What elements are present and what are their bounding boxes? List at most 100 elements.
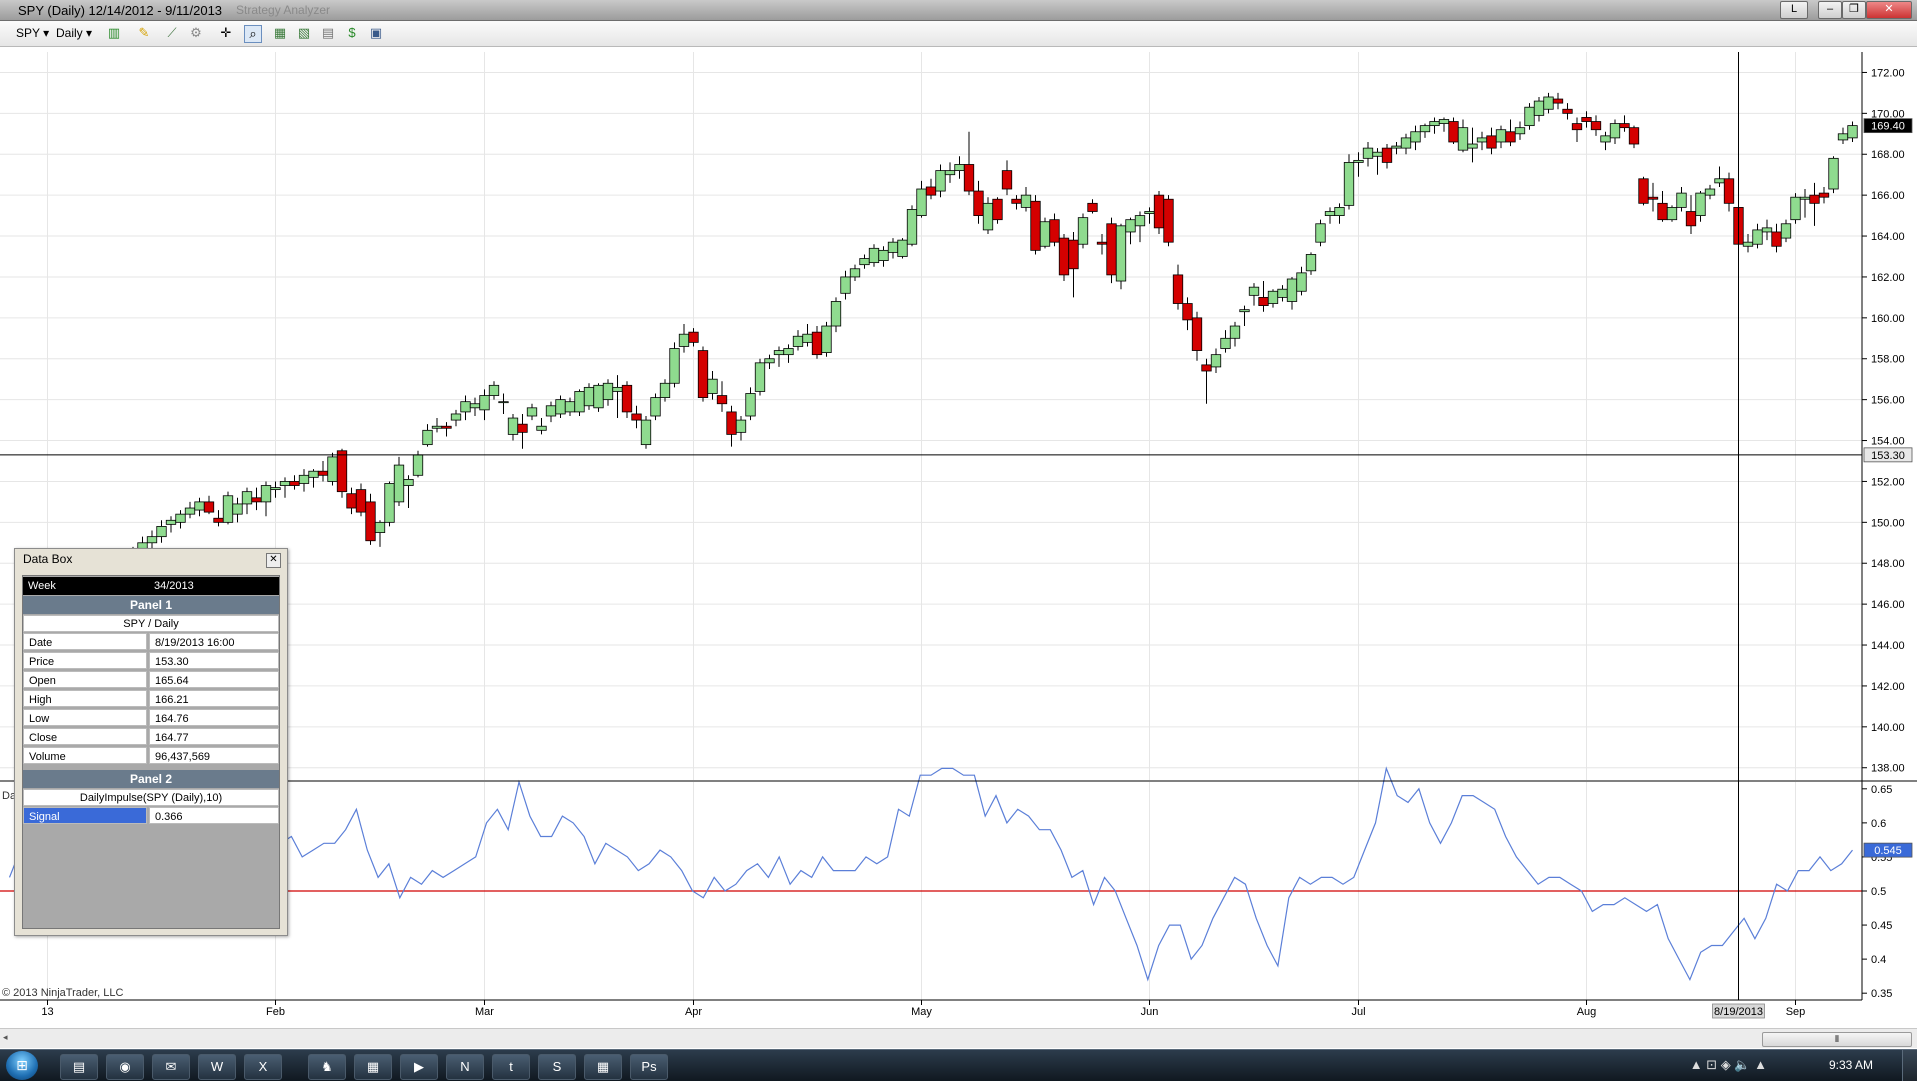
candle-body-up <box>1799 196 1811 200</box>
trading-icon[interactable]: ▦ <box>584 1054 622 1080</box>
twitter-icon[interactable]: t <box>492 1054 530 1080</box>
candle <box>1030 195 1041 255</box>
candle-body-down <box>973 190 984 216</box>
maximize-button[interactable]: ❐ <box>1842 1 1866 19</box>
outlook-icon[interactable]: ✉ <box>152 1054 190 1080</box>
candle-body-up <box>650 397 661 417</box>
price-tick-label: 164.00 <box>1871 231 1905 243</box>
media-icon[interactable]: ▶ <box>400 1054 438 1080</box>
excel-icon[interactable]: X <box>244 1054 282 1080</box>
strategies-icon[interactable]: ▤ <box>321 25 335 40</box>
explorer-icon[interactable]: ▤ <box>60 1054 98 1080</box>
scrollbar-thumb[interactable]: ⦀ <box>1762 1032 1912 1047</box>
candle-body-down <box>1011 198 1022 204</box>
candle-body-up <box>1429 121 1440 127</box>
drawing-tools-icon[interactable]: ⟋ <box>167 25 177 40</box>
interval-selector[interactable]: Daily ▾ <box>56 26 93 40</box>
candle <box>1315 219 1326 247</box>
bar-style-icon[interactable]: ▥ <box>107 25 121 40</box>
start-button[interactable]: ⊞ <box>6 1051 38 1080</box>
chart-trader-icon[interactable]: $ <box>348 25 356 40</box>
candle-body-up <box>327 456 338 482</box>
show-desktop-button[interactable] <box>1902 1050 1917 1081</box>
date-tick-label: May <box>911 1006 932 1018</box>
candle-body-up <box>897 239 908 257</box>
last-signal-label-box <box>1863 842 1913 858</box>
photoshop-icon[interactable]: Ps <box>630 1054 668 1080</box>
copyright-text: © 2013 NinjaTrader, LLC <box>2 987 124 999</box>
minimize-button[interactable]: – <box>1818 1 1842 19</box>
candle <box>1239 305 1250 327</box>
instrument-selector[interactable]: SPY ▾ <box>16 26 50 40</box>
candle-body-down <box>1818 192 1830 198</box>
week-label: Week <box>28 580 56 592</box>
candle-body-up <box>222 495 234 523</box>
word-icon[interactable]: W <box>198 1054 236 1080</box>
data-box-window[interactable]: Data Box ✕ Week 34/2013 Panel 1 SPY / Da… <box>14 548 288 936</box>
candle-body-up <box>783 348 794 356</box>
candle <box>175 510 186 529</box>
close-button[interactable]: ✕ <box>1866 1 1912 19</box>
crosshair-icon[interactable]: ✛ <box>220 25 232 40</box>
zoom-icon[interactable]: ⌕ <box>244 25 262 43</box>
price-tick-label: 146.00 <box>1871 599 1905 611</box>
data-row-label: Low <box>23 709 147 726</box>
candle-body-down <box>1087 202 1098 212</box>
week-value: 34/2013 <box>154 580 194 592</box>
last-price-label-box <box>1863 118 1913 134</box>
candle <box>1524 103 1535 130</box>
candle-body-up <box>1334 207 1345 216</box>
candle <box>659 379 671 402</box>
l-button[interactable]: L <box>1780 1 1808 19</box>
candle-body-up <box>678 333 690 347</box>
data-box-close-button[interactable]: ✕ <box>266 553 281 568</box>
candle <box>1039 217 1051 249</box>
candle <box>1134 211 1146 243</box>
skype-icon[interactable]: S <box>538 1054 576 1080</box>
candle-body-down <box>365 501 376 542</box>
window-layout-icon[interactable]: ▣ <box>369 25 383 40</box>
candle-body-down <box>992 198 1003 221</box>
candle-body-up <box>1286 278 1298 302</box>
price-tick-label: 144.00 <box>1871 640 1905 652</box>
crosshair-price-label: 153.30 <box>1871 450 1905 462</box>
indicators-icon[interactable]: ▧ <box>297 25 311 40</box>
candle-body-down <box>203 501 215 513</box>
candle-body-down <box>1096 241 1108 245</box>
data-row-volume: Volume 96,437,569 <box>23 747 279 765</box>
price-tick-label: 170.00 <box>1871 108 1905 120</box>
candle <box>450 409 462 427</box>
candle-body-up <box>1714 178 1725 184</box>
notepad-icon[interactable]: N <box>446 1054 484 1080</box>
horizontal-scrollbar[interactable]: ◂ ⦀ <box>0 1028 1917 1048</box>
candle <box>270 481 281 498</box>
candle-body-down <box>517 423 528 433</box>
candle-body-up <box>393 464 405 503</box>
candle-body-up <box>1220 337 1231 349</box>
candle <box>1685 195 1697 234</box>
candle-body-up <box>1296 272 1307 292</box>
price-tick-label: 172.00 <box>1871 67 1905 79</box>
tray-icons[interactable]: ▲ ⊡ ◈ 🔈 ▲ <box>1689 1057 1767 1072</box>
candle-body-up <box>146 536 158 544</box>
data-box-icon[interactable]: ▦ <box>273 25 287 40</box>
candle <box>735 416 747 441</box>
candle <box>517 413 528 449</box>
candle-body-up <box>165 519 177 525</box>
pencil-draw-icon[interactable]: ✎ <box>138 25 150 40</box>
scroll-left-arrow-icon[interactable]: ◂ <box>3 1032 8 1042</box>
candle <box>156 520 167 543</box>
candle-body-up <box>1077 217 1089 245</box>
chart-app-icon[interactable]: ▦ <box>354 1054 392 1080</box>
candle-body-down <box>1590 121 1602 131</box>
candle-body-up <box>754 362 766 392</box>
properties-icon[interactable]: ⚙ <box>190 25 202 40</box>
ninjatrader-icon[interactable]: ♞ <box>308 1054 346 1080</box>
date-tick-label: Apr <box>685 1006 702 1018</box>
candle <box>422 424 433 447</box>
signal-value: 0.366 <box>149 807 279 824</box>
date-tick-label: Jun <box>1141 1006 1159 1018</box>
candle-body-up <box>868 247 880 264</box>
chrome-icon[interactable]: ◉ <box>106 1054 144 1080</box>
price-chart[interactable]: 172.00 170.00 168.00 166.00 164.00 162.00 160.… <box>0 0 1917 1049</box>
